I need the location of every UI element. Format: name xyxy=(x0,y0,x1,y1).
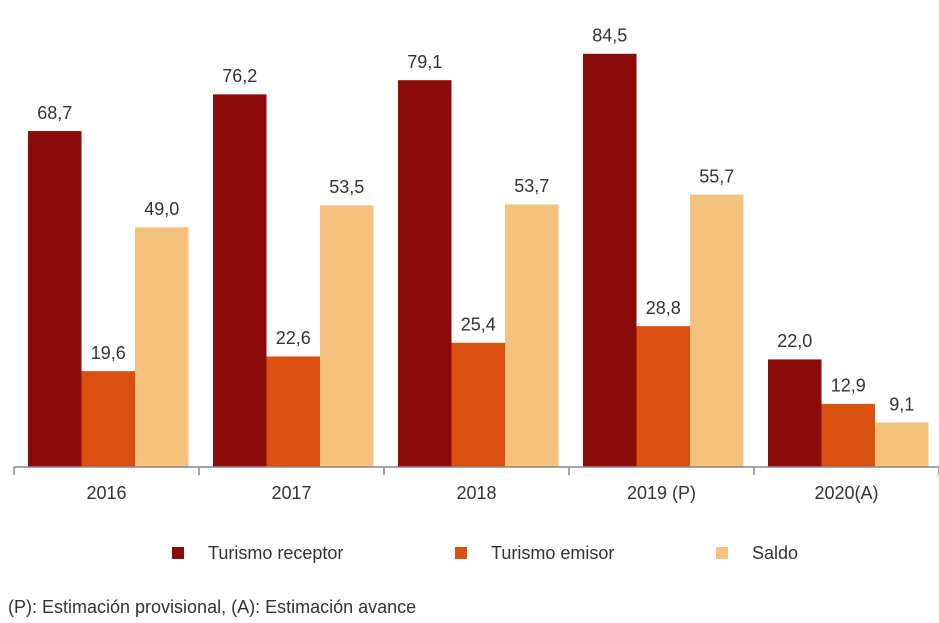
footnote: (P): Estimación provisional, (A): Estima… xyxy=(8,597,416,617)
bar xyxy=(583,53,637,468)
x-tick-label: 2017 xyxy=(271,483,311,503)
bar xyxy=(398,80,452,468)
value-label: 53,7 xyxy=(514,176,549,196)
value-label: 68,7 xyxy=(37,103,72,123)
legend-swatch xyxy=(716,547,728,559)
value-label: 79,1 xyxy=(407,52,442,72)
bar xyxy=(875,422,929,467)
value-label: 28,8 xyxy=(646,298,681,318)
value-label: 22,0 xyxy=(777,331,812,351)
value-label: 84,5 xyxy=(592,26,627,46)
legend-swatch xyxy=(455,547,467,559)
bar xyxy=(690,194,744,467)
legend-label: Saldo xyxy=(752,543,798,563)
x-tick-label: 2018 xyxy=(456,483,496,503)
value-label: 12,9 xyxy=(831,376,866,396)
legend-label: Turismo emisor xyxy=(491,543,614,563)
bar xyxy=(266,356,320,467)
bar xyxy=(320,205,374,467)
bar xyxy=(768,359,822,467)
legend-label: Turismo receptor xyxy=(208,543,343,563)
value-label: 53,5 xyxy=(329,177,364,197)
bar xyxy=(28,131,82,467)
value-label: 49,0 xyxy=(144,199,179,219)
bar xyxy=(505,204,559,468)
bar xyxy=(451,342,505,467)
value-label: 76,2 xyxy=(222,66,257,86)
value-label: 25,4 xyxy=(461,315,496,335)
x-tick-label: 2016 xyxy=(86,483,126,503)
bar xyxy=(135,227,189,467)
bar xyxy=(81,371,135,467)
value-label: 55,7 xyxy=(699,166,734,186)
bar xyxy=(213,94,267,467)
x-tick-label: 2019 (P) xyxy=(627,483,696,503)
x-tick-label: 2020(A) xyxy=(814,483,878,503)
bar xyxy=(821,403,875,467)
value-label: 19,6 xyxy=(91,343,126,363)
value-label: 22,6 xyxy=(276,328,311,348)
legend-swatch xyxy=(172,547,184,559)
bar xyxy=(636,326,690,467)
value-label: 9,1 xyxy=(889,394,914,414)
